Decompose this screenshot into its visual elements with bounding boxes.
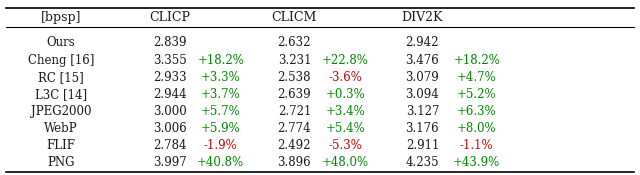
Text: +40.8%: +40.8% [197,156,244,169]
Text: +43.9%: +43.9% [453,156,500,169]
Text: +3.7%: +3.7% [201,88,241,101]
Text: +22.8%: +22.8% [322,54,369,66]
Text: +18.2%: +18.2% [197,54,244,66]
Text: 2.639: 2.639 [278,88,311,101]
Text: 2.933: 2.933 [153,71,186,84]
Text: 3.006: 3.006 [153,122,186,135]
Text: +48.0%: +48.0% [322,156,369,169]
Text: +18.2%: +18.2% [453,54,500,66]
Text: -5.3%: -5.3% [329,139,362,152]
Text: PNG: PNG [47,156,74,169]
Text: 2.774: 2.774 [278,122,311,135]
Text: 3.355: 3.355 [153,54,186,66]
Text: +5.9%: +5.9% [201,122,241,135]
Text: 3.176: 3.176 [406,122,439,135]
Text: -1.9%: -1.9% [204,139,237,152]
Text: -1.1%: -1.1% [460,139,493,152]
Text: 4.235: 4.235 [406,156,439,169]
Text: +8.0%: +8.0% [457,122,497,135]
Text: FLIF: FLIF [46,139,76,152]
Text: Ours: Ours [47,36,75,49]
Text: [bpsp]: [bpsp] [40,11,81,24]
Text: 3.997: 3.997 [153,156,186,169]
Text: DIV2K: DIV2K [402,11,443,24]
Text: 3.000: 3.000 [153,105,186,118]
Text: 2.632: 2.632 [278,36,311,49]
Text: CLICP: CLICP [149,11,190,24]
Text: +0.3%: +0.3% [326,88,365,101]
Text: +6.3%: +6.3% [457,105,497,118]
Text: CLICM: CLICM [272,11,317,24]
Text: 2.538: 2.538 [278,71,311,84]
Text: 2.944: 2.944 [153,88,186,101]
Text: +5.7%: +5.7% [201,105,241,118]
Text: 3.094: 3.094 [406,88,439,101]
Text: 2.911: 2.911 [406,139,439,152]
Text: +3.3%: +3.3% [201,71,241,84]
Text: +4.7%: +4.7% [457,71,497,84]
Text: 3.127: 3.127 [406,105,439,118]
Text: Cheng [16]: Cheng [16] [28,54,94,66]
Text: +5.2%: +5.2% [457,88,497,101]
Text: WebP: WebP [44,122,77,135]
Text: 2.721: 2.721 [278,105,311,118]
Text: 2.839: 2.839 [153,36,186,49]
Text: 3.079: 3.079 [406,71,439,84]
Text: RC [15]: RC [15] [38,71,84,84]
Text: 2.492: 2.492 [278,139,311,152]
Text: 2.942: 2.942 [406,36,439,49]
Text: L3C [14]: L3C [14] [35,88,87,101]
Text: +3.4%: +3.4% [326,105,365,118]
Text: JPEG2000: JPEG2000 [31,105,91,118]
Text: 3.476: 3.476 [406,54,439,66]
Text: 3.896: 3.896 [278,156,311,169]
Text: 3.231: 3.231 [278,54,311,66]
Text: +5.4%: +5.4% [326,122,365,135]
Text: -3.6%: -3.6% [329,71,362,84]
Text: 2.784: 2.784 [153,139,186,152]
